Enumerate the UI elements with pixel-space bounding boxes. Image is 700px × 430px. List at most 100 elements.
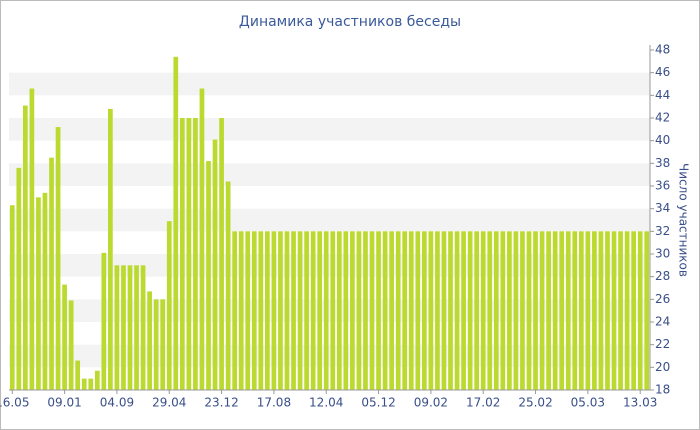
bar — [36, 197, 41, 390]
bar — [421, 231, 427, 390]
bar — [480, 231, 486, 390]
bar — [297, 231, 303, 390]
bar — [134, 265, 139, 390]
bar — [467, 231, 473, 390]
bar — [605, 231, 610, 390]
bar — [265, 231, 270, 390]
bar — [500, 231, 506, 390]
bar — [395, 231, 401, 390]
x-tick-label: 17.02 — [466, 396, 500, 410]
y-tick-label: 38 — [655, 156, 670, 170]
bar — [644, 231, 650, 390]
bar — [572, 231, 578, 390]
bar — [513, 231, 519, 390]
bar — [454, 231, 460, 390]
bar — [363, 231, 368, 390]
bar — [618, 231, 623, 390]
bar — [592, 231, 597, 390]
bar — [441, 231, 447, 390]
bar — [637, 231, 643, 390]
y-tick-label: 34 — [655, 201, 670, 215]
bar — [101, 252, 107, 390]
bar — [271, 231, 277, 390]
bar — [578, 231, 584, 390]
bar — [389, 231, 394, 390]
bar — [533, 231, 538, 390]
bar — [598, 231, 604, 390]
bar — [474, 231, 480, 390]
bar — [356, 231, 362, 390]
grid-band — [9, 163, 650, 186]
bar — [284, 231, 290, 390]
y-tick-label: 36 — [655, 179, 670, 193]
bar — [22, 105, 28, 391]
y-tick-label: 30 — [655, 247, 670, 261]
bar — [160, 299, 166, 390]
bar — [350, 231, 355, 390]
bar — [520, 231, 525, 390]
y-axis-title: Число участников — [677, 163, 691, 277]
chart-title: Динамика участников беседы — [239, 14, 461, 30]
y-tick-label: 32 — [655, 224, 670, 238]
y-tick-label: 26 — [655, 292, 670, 306]
bar — [186, 118, 192, 390]
bar — [179, 118, 185, 390]
bar — [369, 231, 375, 390]
y-tick-label: 42 — [655, 111, 670, 125]
x-tick-label: 25.02 — [518, 396, 552, 410]
bar — [336, 231, 342, 390]
x-tick-label: 16.05 — [0, 396, 29, 410]
bar — [114, 265, 120, 390]
bar — [251, 231, 257, 390]
bar — [278, 231, 283, 390]
bar — [565, 231, 571, 390]
grid-band — [9, 118, 650, 141]
x-tick-label: 23.12 — [204, 396, 238, 410]
bar — [108, 108, 113, 390]
bar — [94, 370, 100, 390]
y-tick-label: 44 — [655, 88, 670, 102]
x-tick-label: 05.12 — [361, 396, 395, 410]
x-tick-label: 13.03 — [623, 396, 657, 410]
x-tick-label: 09.02 — [414, 396, 448, 410]
bar — [507, 231, 512, 390]
bar — [448, 231, 453, 390]
bar — [193, 118, 198, 390]
bar — [258, 231, 264, 390]
bar — [199, 88, 205, 391]
bar — [382, 231, 388, 390]
bar — [611, 231, 617, 390]
bar — [206, 161, 211, 390]
grid-band — [9, 72, 650, 96]
bar — [219, 118, 224, 390]
x-tick-label: 12.04 — [309, 396, 343, 410]
y-tick-label: 28 — [655, 269, 670, 283]
bar — [539, 231, 545, 390]
bar — [81, 378, 87, 390]
bar — [493, 231, 499, 390]
bar — [323, 231, 329, 390]
y-tick-label: 40 — [655, 133, 670, 147]
bar — [238, 231, 244, 390]
bar — [147, 291, 152, 390]
bar — [291, 231, 296, 390]
y-tick-label: 22 — [655, 337, 670, 351]
y-tick-label: 24 — [655, 315, 670, 329]
bar — [624, 231, 630, 390]
bar — [304, 231, 309, 390]
bar — [68, 300, 74, 390]
x-tick-label: 04.09 — [100, 396, 134, 410]
bar — [402, 231, 408, 390]
bar — [330, 231, 336, 390]
bar — [585, 231, 591, 390]
bar — [343, 231, 349, 390]
bar — [245, 231, 251, 390]
bar — [435, 231, 440, 390]
bar — [166, 221, 172, 390]
bar — [317, 231, 323, 390]
y-tick-label: 18 — [655, 383, 670, 397]
x-tick-label: 29.04 — [152, 396, 186, 410]
bar — [428, 231, 434, 390]
bar — [546, 231, 551, 390]
